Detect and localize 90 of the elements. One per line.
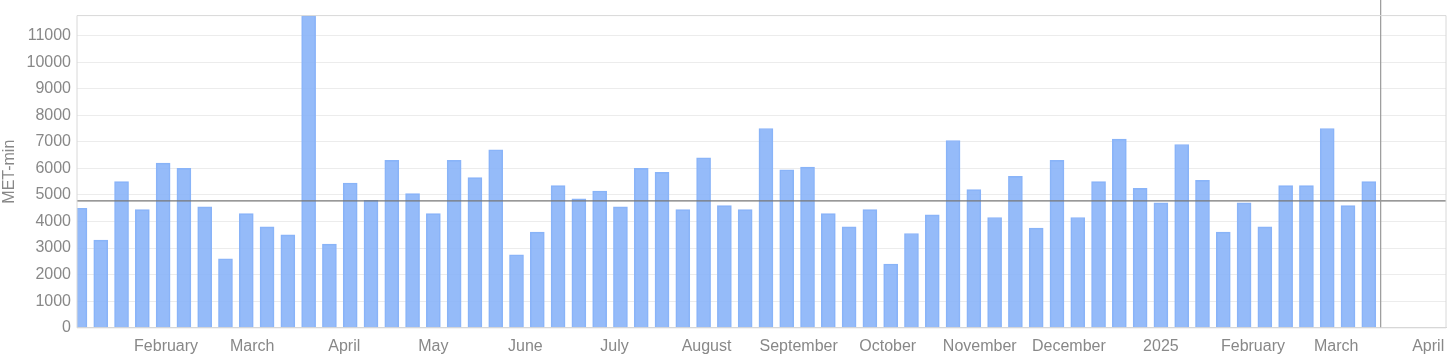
bar [1361,181,1377,328]
bar [1319,128,1335,328]
bar [800,166,815,328]
bar [426,213,441,328]
bar [1132,187,1148,328]
bar [904,233,919,328]
bar [945,140,961,328]
bar [1236,202,1252,328]
bar [384,160,400,328]
y-tick-label: 11000 [27,25,72,43]
bar [696,157,711,328]
bar [966,189,982,328]
bar [114,181,129,328]
y-tick-label: 6000 [35,158,72,176]
y-tick-label: 3000 [35,238,72,256]
bar [717,205,732,328]
y-tick-label: 1000 [35,291,72,309]
bar [841,226,857,328]
bar [924,214,940,328]
y-tick-label: 2000 [35,265,72,283]
bar [446,160,462,328]
y-axis-title: MET-min [0,139,18,204]
y-tick-label: 4000 [35,211,72,229]
bar [342,182,358,328]
bar [135,209,150,328]
bar [883,263,899,328]
bar [1174,144,1190,328]
bar [779,169,795,328]
bar [1278,185,1293,328]
x-tick-label: April [1412,336,1445,354]
bar [322,243,337,328]
bar [613,206,628,328]
bar [1153,202,1169,328]
bar [155,162,171,328]
bar [1049,160,1065,328]
bar [301,15,316,328]
bar [571,198,587,328]
bar [675,209,691,328]
bar [1215,231,1231,328]
x-tick-label: March [1313,336,1359,354]
bar [259,226,275,328]
bar [280,234,296,328]
y-tick-label: 8000 [35,105,72,123]
y-tick-label: 10000 [26,52,72,70]
bar [1299,185,1314,328]
bar [758,128,774,328]
bar [529,231,545,328]
bar [550,185,566,328]
x-tick-label: August [681,336,733,354]
bar [820,213,836,328]
bar [176,168,192,328]
y-tick-label: 7000 [35,132,72,150]
x-tick-label: November [942,336,1018,354]
bar [405,193,420,328]
bar [93,239,109,328]
bar [1112,138,1127,328]
bar [488,149,504,328]
bar [987,217,1002,328]
x-tick-label: May [418,336,449,354]
x-tick-label: 2025 [1143,336,1179,354]
bar [197,206,213,328]
bar [592,190,607,328]
bar [1340,205,1356,328]
x-tick-label: September [759,336,839,354]
bar [654,172,670,328]
x-tick-label: October [859,336,917,354]
bar [509,254,524,328]
x-tick-label: July [600,336,629,354]
bar [218,258,233,328]
bar [467,177,483,328]
bar [737,209,753,328]
bar [633,168,649,328]
y-tick-label: 0 [62,318,72,336]
x-tick-label: June [508,336,543,354]
bar [862,209,878,328]
bar [1028,227,1044,328]
bar [1195,180,1210,328]
bar [1257,226,1273,328]
x-tick-label: April [328,336,361,354]
x-tick-label: December [1031,336,1107,354]
x-tick-label: March [229,336,275,354]
bar [1070,217,1086,328]
bar [363,199,379,328]
bar [1091,181,1106,328]
bar [1008,176,1023,328]
bar [238,213,254,328]
y-tick-label: 5000 [35,185,72,203]
x-tick-label: February [134,336,199,354]
y-tick-label: 9000 [35,79,72,97]
x-tick-label: February [1220,336,1285,354]
